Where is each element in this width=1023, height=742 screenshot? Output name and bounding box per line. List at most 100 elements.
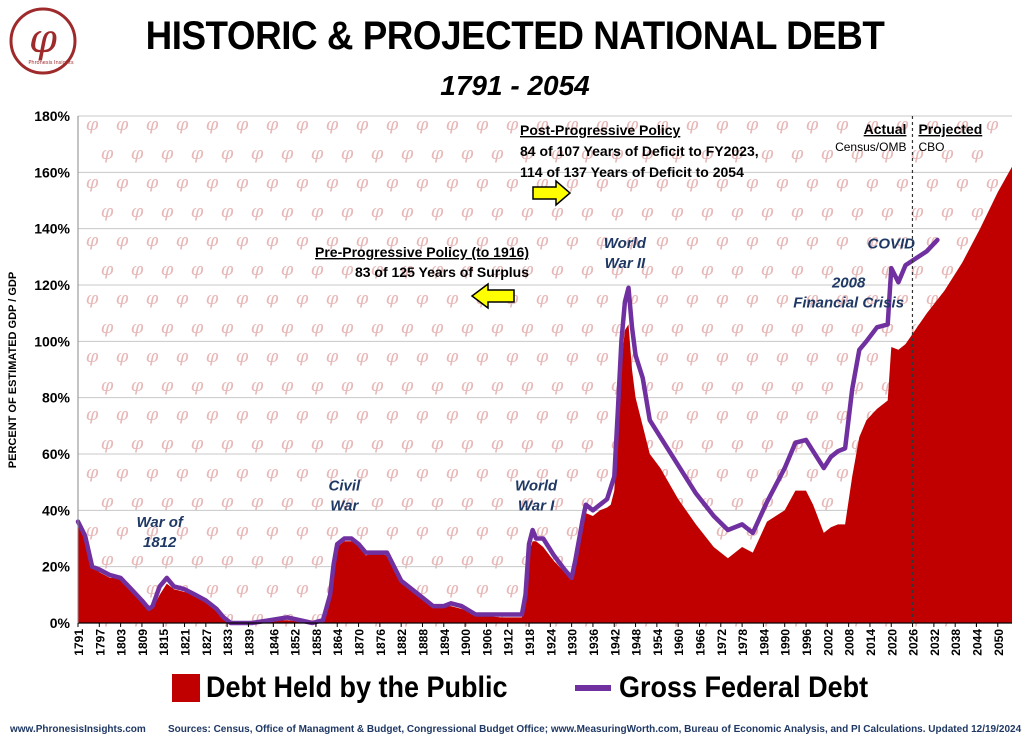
watermark-phi-icon: φ xyxy=(161,433,174,454)
watermark-phi-icon: φ xyxy=(866,230,879,251)
watermark-phi-icon: φ xyxy=(131,143,144,164)
watermark-phi-icon: φ xyxy=(776,114,789,135)
watermark-phi-icon: φ xyxy=(836,462,849,483)
y-tick-label: 140% xyxy=(34,221,70,237)
watermark-phi-icon: φ xyxy=(146,404,159,425)
watermark-phi-icon: φ xyxy=(101,375,114,396)
projected-title: Projected xyxy=(918,121,982,137)
watermark-phi-icon: φ xyxy=(506,172,519,193)
watermark-phi-icon: φ xyxy=(491,317,504,338)
watermark-phi-icon: φ xyxy=(356,520,369,541)
watermark-phi-icon: φ xyxy=(491,433,504,454)
watermark-phi-icon: φ xyxy=(371,317,384,338)
watermark-phi-icon: φ xyxy=(926,114,939,135)
event-annotation: Civil War xyxy=(329,477,362,514)
watermark-phi-icon: φ xyxy=(101,549,114,570)
watermark-phi-icon: φ xyxy=(251,201,264,222)
watermark-phi-icon: φ xyxy=(236,520,249,541)
watermark-phi-icon: φ xyxy=(146,230,159,251)
watermark-phi-icon: φ xyxy=(206,114,219,135)
watermark-phi-icon: φ xyxy=(686,462,699,483)
watermark-phi-icon: φ xyxy=(851,317,864,338)
watermark-phi-icon: φ xyxy=(836,172,849,193)
x-tick-label: 2002 xyxy=(821,629,835,656)
watermark-phi-icon: φ xyxy=(176,520,189,541)
watermark-phi-icon: φ xyxy=(671,317,684,338)
event-annotation-line: COVID xyxy=(867,235,915,252)
watermark-phi-icon: φ xyxy=(986,114,999,135)
watermark-phi-icon: φ xyxy=(341,143,354,164)
watermark-phi-icon: φ xyxy=(896,288,909,309)
watermark-phi-icon: φ xyxy=(191,317,204,338)
watermark-phi-icon: φ xyxy=(311,549,324,570)
watermark-phi-icon: φ xyxy=(236,230,249,251)
x-tick-label: 1821 xyxy=(179,629,193,656)
watermark-phi-icon: φ xyxy=(266,404,279,425)
watermark-phi-icon: φ xyxy=(206,172,219,193)
watermark-phi-icon: φ xyxy=(431,433,444,454)
watermark-phi-icon: φ xyxy=(551,433,564,454)
watermark-phi-icon: φ xyxy=(761,375,774,396)
watermark-phi-icon: φ xyxy=(311,143,324,164)
footer-sources: Sources: Census, Office of Managment & B… xyxy=(168,724,1022,735)
event-annotation-line: War I xyxy=(518,497,555,514)
watermark-phi-icon: φ xyxy=(401,491,414,512)
watermark-phi-icon: φ xyxy=(116,288,129,309)
watermark-phi-icon: φ xyxy=(566,346,579,367)
watermark-phi-icon: φ xyxy=(506,114,519,135)
watermark-phi-icon: φ xyxy=(551,375,564,396)
watermark-phi-icon: φ xyxy=(881,143,894,164)
watermark-phi-icon: φ xyxy=(716,462,729,483)
watermark-phi-icon: φ xyxy=(146,288,159,309)
watermark-phi-icon: φ xyxy=(341,201,354,222)
watermark-phi-icon: φ xyxy=(821,491,834,512)
watermark-phi-icon: φ xyxy=(296,520,309,541)
watermark-phi-icon: φ xyxy=(581,317,594,338)
watermark-phi-icon: φ xyxy=(431,317,444,338)
watermark-phi-icon: φ xyxy=(116,346,129,367)
watermark-phi-icon: φ xyxy=(191,433,204,454)
watermark-phi-icon: φ xyxy=(191,259,204,280)
watermark-phi-icon: φ xyxy=(296,114,309,135)
x-tick-label: 1803 xyxy=(115,629,129,656)
post-progressive-line2: 114 of 137 Years of Deficit to 2054 xyxy=(520,164,744,180)
watermark-phi-icon: φ xyxy=(386,404,399,425)
public-debt-area-layer xyxy=(78,166,1012,623)
logo-phi-glyph: φ xyxy=(29,16,57,62)
watermark-phi-icon: φ xyxy=(866,172,879,193)
watermark-phi-icon: φ xyxy=(476,578,489,599)
watermark-phi-icon: φ xyxy=(296,404,309,425)
watermark-phi-icon: φ xyxy=(431,491,444,512)
event-annotation-line: War of xyxy=(136,514,184,531)
watermark-phi-icon: φ xyxy=(701,317,714,338)
watermark-phi-icon: φ xyxy=(611,259,624,280)
watermark-phi-icon: φ xyxy=(491,143,504,164)
watermark-phi-icon: φ xyxy=(971,143,984,164)
watermark-phi-icon: φ xyxy=(236,346,249,367)
x-tick-label: 1906 xyxy=(480,629,494,656)
watermark-phi-icon: φ xyxy=(836,346,849,367)
watermark-phi-icon: φ xyxy=(686,172,699,193)
watermark-phi-icon: φ xyxy=(851,143,864,164)
watermark-phi-icon: φ xyxy=(446,230,459,251)
watermark-phi-icon: φ xyxy=(356,114,369,135)
watermark-phi-icon: φ xyxy=(131,549,144,570)
event-annotation-line: 2008 xyxy=(831,275,866,292)
watermark-phi-icon: φ xyxy=(356,346,369,367)
watermark-phi-icon: φ xyxy=(416,288,429,309)
watermark-phi-icon: φ xyxy=(791,259,804,280)
watermark-phi-icon: φ xyxy=(356,288,369,309)
watermark-phi-icon: φ xyxy=(626,172,639,193)
watermark-phi-icon: φ xyxy=(461,433,474,454)
watermark-phi-icon: φ xyxy=(476,346,489,367)
watermark-phi-icon: φ xyxy=(671,259,684,280)
y-tick-label: 0% xyxy=(50,615,71,631)
watermark-phi-icon: φ xyxy=(191,375,204,396)
x-tick-label: 2026 xyxy=(907,629,921,656)
phronesis-logo: φ Phronesis Insights xyxy=(9,7,77,75)
watermark-phi-icon: φ xyxy=(101,201,114,222)
watermark-phi-icon: φ xyxy=(851,201,864,222)
watermark-phi-icon: φ xyxy=(251,491,264,512)
event-annotation: COVID xyxy=(867,235,915,252)
x-tick-label: 1809 xyxy=(136,629,150,656)
